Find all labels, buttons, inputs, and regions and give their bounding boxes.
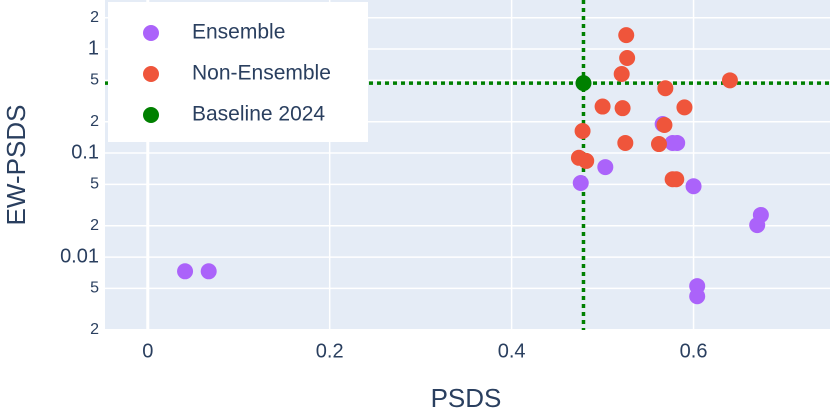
point: [669, 134, 686, 151]
point: [614, 100, 631, 117]
y-tick-label: 2: [90, 9, 99, 26]
legend-label: Ensemble: [192, 21, 285, 44]
legend-marker: [143, 25, 159, 41]
y-axis-label: EW-PSDS: [1, 105, 31, 226]
point: [721, 72, 738, 89]
point: [572, 175, 589, 192]
point: [689, 288, 706, 305]
legend-marker: [143, 66, 159, 82]
x-tick-label: 0.6: [680, 340, 708, 362]
point: [619, 49, 636, 66]
point: [668, 171, 685, 188]
point: [594, 98, 611, 115]
point: [597, 159, 614, 176]
y-tick-label: 2: [90, 113, 99, 130]
y-tick-label: 0.1: [71, 141, 99, 163]
point: [574, 122, 591, 139]
point: [657, 80, 674, 97]
x-tick-label: 0: [142, 340, 153, 362]
point: [676, 99, 693, 116]
y-tick-label: 1: [88, 37, 99, 59]
point: [200, 263, 217, 280]
point: [650, 136, 667, 153]
legend-label: Baseline 2024: [192, 103, 325, 126]
legend-label: Non-Ensemble: [192, 62, 331, 85]
y-tick-label: 0.01: [60, 245, 99, 267]
x-axis-label: PSDS: [431, 383, 502, 413]
point: [613, 66, 630, 83]
point: [656, 117, 673, 134]
point: [575, 75, 592, 92]
x-tick-label: 0.2: [316, 340, 344, 362]
y-tick-label: 2: [90, 217, 99, 234]
y-tick-label: 5: [90, 280, 99, 297]
point: [618, 27, 635, 44]
y-tick-label: 2: [90, 321, 99, 338]
x-tick-label: 0.4: [498, 340, 526, 362]
point: [685, 178, 702, 195]
point: [617, 134, 634, 151]
point: [578, 152, 595, 169]
point: [749, 217, 766, 234]
legend-marker: [143, 107, 159, 123]
y-tick-label: 5: [90, 72, 99, 89]
y-tick-label: 5: [90, 176, 99, 193]
point: [177, 263, 194, 280]
